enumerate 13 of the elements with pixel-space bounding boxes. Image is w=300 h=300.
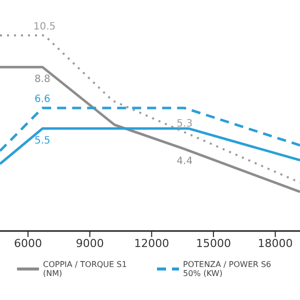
x-tick-label: 9000 bbox=[76, 236, 104, 250]
legend-label: POTENZA / POWER S6 50% (KW) bbox=[183, 260, 272, 278]
data-label: 6.6 bbox=[34, 94, 50, 106]
x-tick-label: 15000 bbox=[196, 236, 231, 250]
data-label: 8.8 bbox=[34, 74, 50, 86]
x-tick-label: 18000 bbox=[258, 236, 293, 250]
x-tick-label: 12000 bbox=[134, 236, 170, 250]
data-label: 10.5 bbox=[33, 21, 56, 32]
data-label: 5.5 bbox=[34, 136, 50, 147]
x-tick-label: 6000 bbox=[14, 236, 42, 250]
legend-label: COPPIA / TORQUE S1 (NM) bbox=[43, 260, 128, 278]
data-label: 5.3 bbox=[176, 118, 193, 130]
data-label: 4.4 bbox=[176, 156, 193, 168]
